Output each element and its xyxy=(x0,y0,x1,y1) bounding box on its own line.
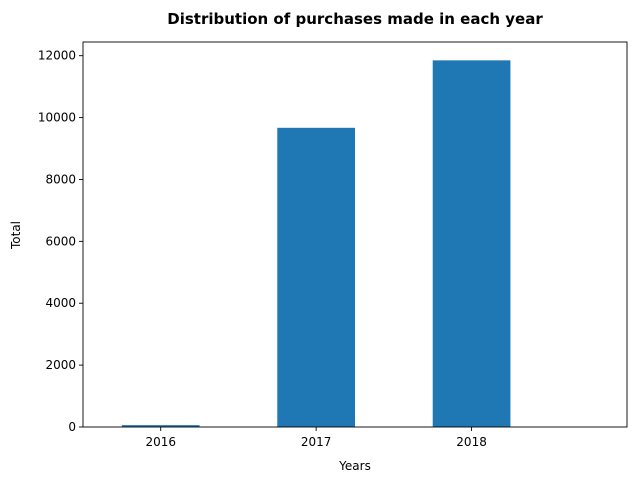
chart-title: Distribution of purchases made in each y… xyxy=(167,10,543,28)
y-axis: 0 2000 4000 6000 8000 10000 12000 xyxy=(38,49,83,434)
bar-2016 xyxy=(121,425,200,427)
bar-2018 xyxy=(432,60,511,427)
x-tick-label: 2017 xyxy=(301,435,332,449)
y-tick-label: 4000 xyxy=(45,296,76,310)
x-tick-label: 2018 xyxy=(456,435,487,449)
y-tick-label: 12000 xyxy=(38,49,76,63)
x-tick-label: 2016 xyxy=(145,435,176,449)
x-axis: 2016 2017 2018 xyxy=(145,427,487,449)
y-axis-label: Total xyxy=(9,221,23,250)
y-tick-label: 8000 xyxy=(45,172,76,186)
bars-group xyxy=(121,60,511,427)
y-tick-label: 10000 xyxy=(38,111,76,125)
x-axis-label: Years xyxy=(338,459,371,473)
plot-area-frame xyxy=(82,41,628,428)
y-tick-label: 6000 xyxy=(45,234,76,248)
y-tick-label: 0 xyxy=(68,420,76,434)
bar-2017 xyxy=(277,127,355,427)
y-tick-label: 2000 xyxy=(45,358,76,372)
